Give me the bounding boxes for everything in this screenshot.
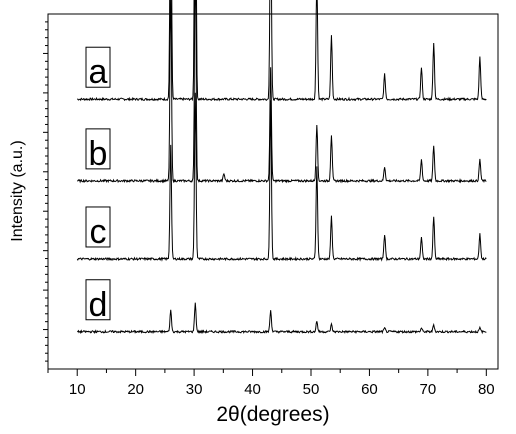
- series-label-b: b: [89, 135, 108, 173]
- x-tick-label: 40: [244, 381, 261, 398]
- x-axis-title: 2θ(degrees): [216, 403, 329, 426]
- series-label-a: a: [89, 53, 108, 91]
- series-label-box-b: [85, 128, 111, 170]
- x-tick-label: 20: [127, 381, 144, 398]
- series-line-a: [77, 0, 487, 102]
- x-tick-label: 50: [303, 381, 320, 398]
- series-labels: a b cd: [85, 46, 111, 324]
- series-curves: [76, 0, 487, 335]
- plot-frame: [47, 13, 499, 370]
- series-label-box-d: [85, 279, 111, 321]
- series-line-c: [76, 92, 487, 262]
- series-label-d: d: [89, 286, 108, 324]
- series-label-box-a: [85, 46, 111, 88]
- series-label-c: c: [90, 213, 107, 251]
- x-axis-ticks: 10 20 30 40 50 60 70 80: [47, 369, 495, 398]
- series-line-d: [77, 302, 487, 335]
- x-tick-label: 70: [420, 381, 437, 398]
- x-tick-label: 60: [361, 381, 378, 398]
- series-label-box-c: [85, 206, 111, 248]
- x-tick-label: 10: [69, 381, 86, 398]
- series-line-b: [77, 0, 487, 184]
- y-axis-ticks: [43, 21, 48, 362]
- x-tick-label: 80: [478, 381, 495, 398]
- y-axis-title: Intensity (a.u.): [9, 140, 26, 241]
- x-tick-label: 30: [186, 381, 203, 398]
